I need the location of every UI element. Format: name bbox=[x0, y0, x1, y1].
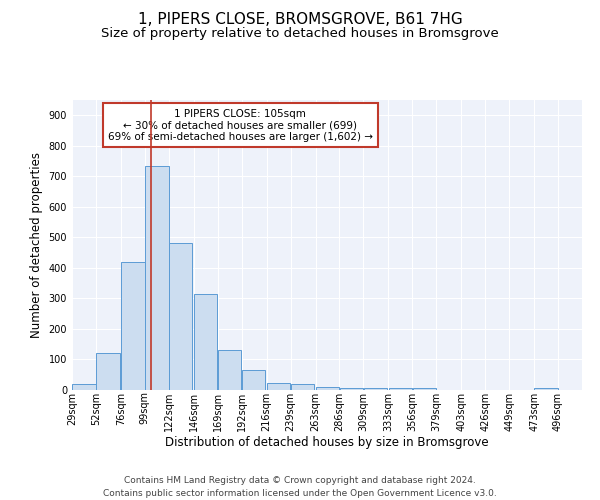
Bar bbox=[535, 388, 558, 390]
Text: Size of property relative to detached houses in Bromsgrove: Size of property relative to detached ho… bbox=[101, 28, 499, 40]
Bar bbox=[194, 294, 217, 390]
Bar bbox=[169, 244, 193, 390]
Bar bbox=[340, 388, 363, 390]
Bar bbox=[218, 350, 241, 390]
Bar bbox=[389, 388, 412, 390]
Bar bbox=[121, 262, 145, 390]
Text: 1 PIPERS CLOSE: 105sqm
← 30% of detached houses are smaller (699)
69% of semi-de: 1 PIPERS CLOSE: 105sqm ← 30% of detached… bbox=[108, 108, 373, 142]
Text: 1, PIPERS CLOSE, BROMSGROVE, B61 7HG: 1, PIPERS CLOSE, BROMSGROVE, B61 7HG bbox=[137, 12, 463, 28]
Bar bbox=[96, 353, 119, 390]
Bar bbox=[145, 166, 169, 390]
Bar bbox=[242, 370, 265, 390]
Bar bbox=[316, 387, 339, 390]
Text: Contains HM Land Registry data © Crown copyright and database right 2024.
Contai: Contains HM Land Registry data © Crown c… bbox=[103, 476, 497, 498]
X-axis label: Distribution of detached houses by size in Bromsgrove: Distribution of detached houses by size … bbox=[165, 436, 489, 450]
Bar bbox=[413, 388, 436, 390]
Bar bbox=[267, 382, 290, 390]
Y-axis label: Number of detached properties: Number of detached properties bbox=[30, 152, 43, 338]
Bar bbox=[72, 384, 95, 390]
Bar bbox=[291, 384, 314, 390]
Bar bbox=[364, 388, 387, 390]
